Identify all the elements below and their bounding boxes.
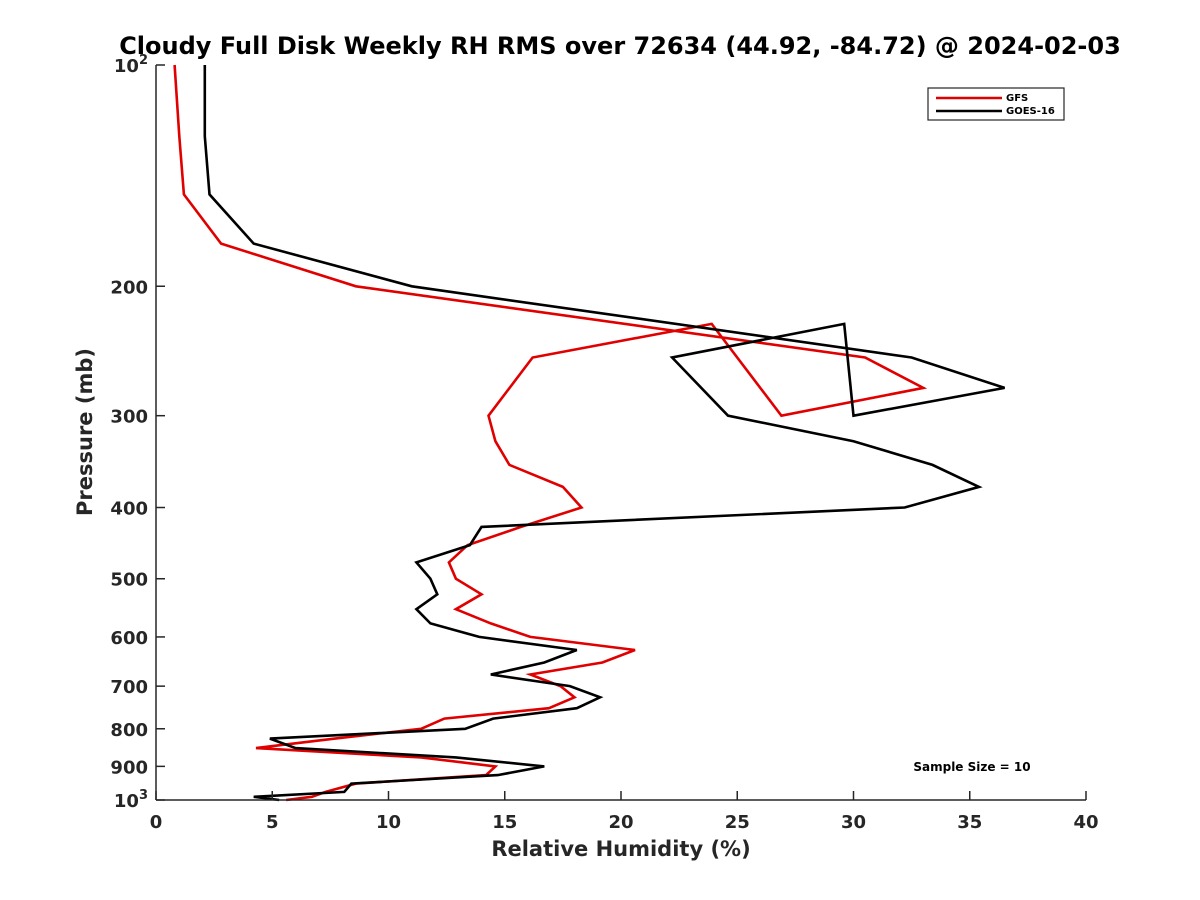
y-tick-label: 200	[110, 277, 148, 298]
y-tick-label: 102	[114, 53, 148, 77]
y-tick-label: 300	[110, 407, 148, 428]
y-tick-label: 400	[110, 499, 148, 520]
x-tick-label: 0	[150, 812, 163, 833]
chart-title: Cloudy Full Disk Weekly RH RMS over 7263…	[119, 32, 1121, 60]
x-tick-label: 10	[376, 812, 401, 833]
x-axis-label: Relative Humidity (%)	[491, 837, 750, 861]
plot-background	[156, 65, 1086, 800]
plot-area: 0 5 10 15 20 25 30 35 40 102 200 300 400 500 600 700 80…	[110, 53, 1098, 833]
x-tick-label: 5	[266, 812, 279, 833]
x-tick-label: 40	[1073, 812, 1098, 833]
x-tick-label: 35	[957, 812, 982, 833]
y-axis-label: Pressure (mb)	[73, 348, 97, 516]
x-tick-label: 25	[725, 812, 750, 833]
legend-label-goes16: GOES-16	[1006, 106, 1055, 117]
x-axis-ticks: 0 5 10 15 20 25 30 35 40	[150, 791, 1099, 833]
legend: GFS GOES-16	[927, 87, 1065, 121]
legend-box	[927, 87, 1065, 121]
series-line-goes16	[203, 65, 1006, 802]
sample-size-annotation: Sample Size = 10	[913, 760, 1030, 774]
y-axis-ticks: 102 200 300 400 500 600 700 800 900 103	[110, 53, 165, 812]
legend-label-gfs: GFS	[1006, 93, 1028, 104]
y-tick-label: 900	[110, 757, 148, 778]
x-tick-label: 15	[492, 812, 517, 833]
y-tick-label: 800	[110, 720, 148, 741]
x-tick-label: 20	[608, 812, 633, 833]
x-tick-label: 30	[841, 812, 866, 833]
y-tick-label: 500	[110, 570, 148, 591]
y-tick-label: 600	[110, 628, 148, 649]
y-tick-label: 103	[114, 788, 148, 812]
y-tick-label: 700	[110, 677, 148, 698]
series-layer	[173, 64, 1006, 802]
